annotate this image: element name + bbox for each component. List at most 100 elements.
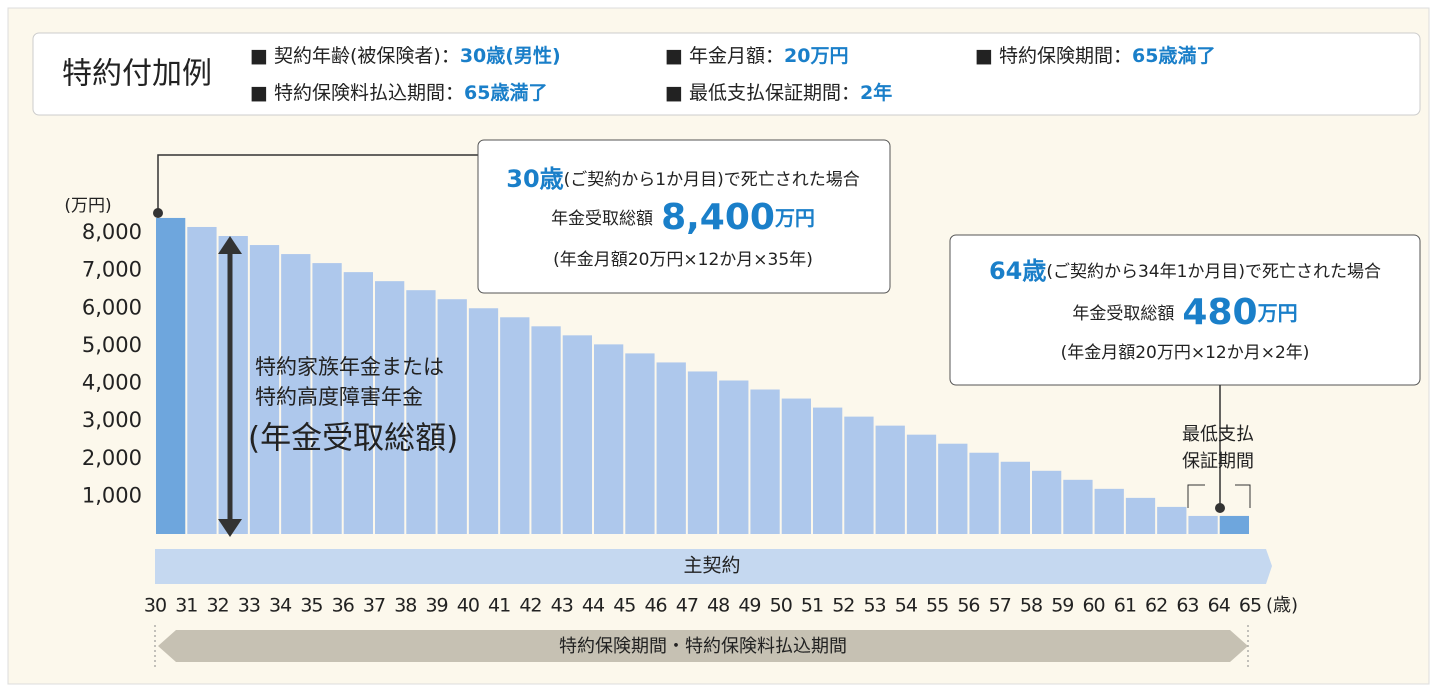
bar [906,434,937,534]
bar [656,362,686,534]
bar [875,425,905,534]
bar [938,443,968,534]
bar [156,217,186,534]
guarantee-text: 最低支払 [1182,424,1254,445]
leader-dot [1215,503,1225,513]
x-tick-label: 60 [1082,595,1104,617]
y-tick-label: 5,000 [82,333,142,357]
bar [1219,515,1249,534]
callout [949,234,1421,386]
bar [781,398,811,534]
x-tick-label: 39 [425,595,447,617]
x-tick-label: 54 [895,595,918,617]
bar [531,326,561,534]
x-tick-label: 37 [363,595,385,617]
period-arrow [158,630,1248,662]
y-tick-label: 8,000 [82,220,142,244]
bar [1094,488,1124,534]
plot: 1,000 2,000 3,000 4,000 5,000 6,000 7,000 8,000… [82,217,1298,617]
x-tick-label: 36 [332,595,354,617]
guarantee-text: 保証期間 [1182,451,1254,472]
rider-period: 特約保険期間・特約保険料払込期間 [559,636,847,657]
x-tick-label: 32 [206,595,228,617]
x-tick-label: 51 [801,595,823,617]
arrow-head [218,236,242,254]
x-tick-label: 50 [770,595,792,617]
benefit-text: 特約高度障害年金 [255,385,423,409]
x-tick-label: 56 [957,595,979,617]
x-tick-label: 44 [582,595,605,617]
y-unit: (万円) [64,196,111,216]
x-tick-label: 61 [1114,595,1136,617]
header-item: ■ 最低支払保証期間：2年 [665,81,892,104]
leader-dot [153,208,163,218]
callout-line: (年金月額20万円×12か月×35年) [553,250,813,270]
bar [1000,461,1030,534]
x-tick-label: 53 [863,595,885,617]
x-tick-label: 38 [394,595,416,617]
bar [437,299,467,534]
callout [477,139,891,294]
bar [249,245,280,535]
bar [750,389,780,534]
x-tick-label: 52 [832,595,854,617]
bar [187,226,217,535]
x-tick-label: 55 [926,595,948,617]
bar [375,281,405,534]
bar [1125,497,1156,534]
x-tick-label: 31 [175,595,197,617]
header-item: ■ 特約保険期間：65歳満了 [975,45,1215,67]
x-tick-label: 45 [613,595,635,617]
bar [594,344,624,534]
main-contract-band [155,549,1272,584]
x-tick-label: 62 [1145,595,1167,617]
y-tick-label: 4,000 [82,371,142,395]
y-tick-label: 3,000 [82,408,142,432]
bar [625,353,655,534]
benefit-text: (年金受取総額) [248,421,458,457]
x-tick-label: 65 [1239,595,1261,617]
header-box [32,32,1421,116]
callout-line: 年金受取総額 480万円 [1072,292,1297,333]
bar [1063,479,1093,534]
bar [343,272,373,534]
bar [969,452,999,534]
x-tick-label: 47 [676,595,698,617]
x-tick-label: 41 [488,595,510,617]
x-tick-label: 48 [707,595,729,617]
x-tick-label: 35 [300,595,322,617]
bar [468,308,499,534]
benefit-text: 特約家族年金または [255,355,444,379]
bar [687,371,718,534]
x-tick-label: 58 [1020,595,1042,617]
y-tick-label: 2,000 [82,446,142,470]
callout-line: 年金受取総額 8,400万円 [551,197,815,238]
x-tick-label: 30 [144,595,166,617]
callout-line: (年金月額20万円×12か月×2年) [1061,343,1310,363]
bracket [1187,484,1205,508]
x-tick-label: 64 [1208,595,1231,617]
bar [500,317,530,534]
bar [719,380,749,534]
arrow-head [218,519,242,537]
bar [218,236,248,534]
bar [1188,515,1218,534]
header-item: ■ 特約保険料払込期間：65歳満了 [250,82,547,104]
main-contract: 主契約 [683,555,740,577]
x-tick-label: 59 [1051,595,1073,617]
header-title: 特約付加例 [62,57,212,92]
bar [844,416,874,534]
x-tick-label: 34 [269,595,292,617]
x-tick-label: 33 [238,595,260,617]
callout-line: 30歳(ご契約から1か月目)で死亡された場合 [506,165,860,193]
leader-line [157,154,478,213]
callout-line: 64歳(ご契約から34年1か月目)で死亡された場合 [989,257,1381,285]
bar [813,407,843,534]
x-unit: (歳) [1266,595,1298,616]
x-tick-label: 40 [457,595,479,617]
bar [281,254,311,534]
y-tick-label: 1,000 [82,483,142,507]
x-tick-label: 42 [519,595,541,617]
bar [1157,506,1187,534]
